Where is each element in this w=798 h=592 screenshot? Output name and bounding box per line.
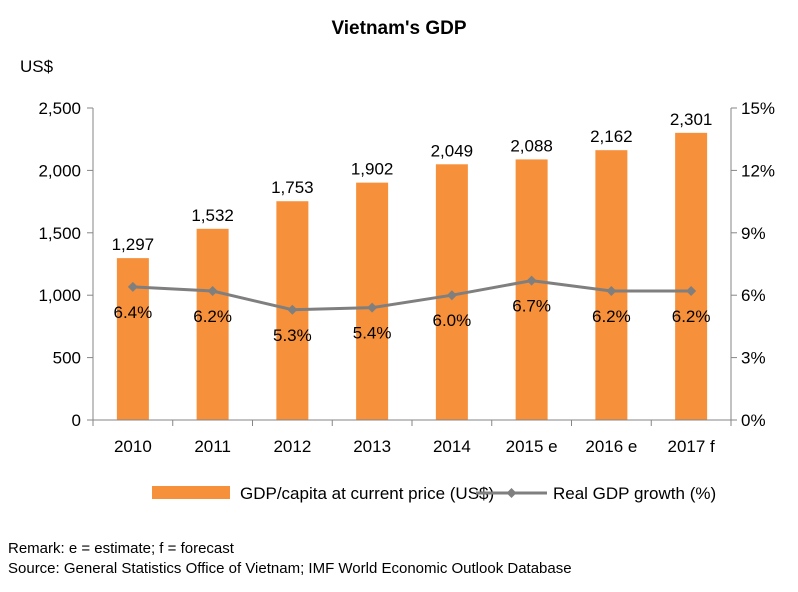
y-right-tick-label: 3% bbox=[741, 349, 766, 368]
bar-label-2014: 2,049 bbox=[431, 141, 474, 160]
y-right-tick-label: 9% bbox=[741, 224, 766, 243]
bar-label-2011: 1,532 bbox=[191, 206, 234, 225]
bar-label-2010: 1,297 bbox=[112, 235, 155, 254]
bar-2013 bbox=[356, 182, 389, 420]
legend: GDP/capita at current price (US$) Real G… bbox=[152, 484, 716, 503]
growth-label-2015-e: 6.7% bbox=[512, 297, 551, 316]
growth-label-2017-f: 6.2% bbox=[672, 307, 711, 326]
growth-label-2013: 5.4% bbox=[353, 324, 392, 343]
growth-marker-2010 bbox=[127, 281, 138, 292]
chart-notes: Remark: e = estimate; f = forecast Sourc… bbox=[8, 539, 572, 579]
growth-label-2010: 6.4% bbox=[114, 303, 153, 322]
growth-line bbox=[132, 279, 692, 312]
source-text: Source: General Statistics Office of Vie… bbox=[8, 560, 572, 577]
y-left-tick-label: 500 bbox=[53, 349, 81, 368]
y-right-tick-label: 15% bbox=[741, 99, 775, 118]
growth-marker-2013 bbox=[367, 302, 378, 313]
bar-label-2015-e: 2,088 bbox=[510, 136, 553, 155]
remark-text: Remark: e = estimate; f = forecast bbox=[8, 540, 234, 557]
bar-series bbox=[116, 132, 708, 420]
x-tick-label: 2017 f bbox=[667, 437, 715, 456]
y-right-tick-label: 12% bbox=[741, 161, 775, 180]
growth-marker-2011 bbox=[207, 286, 218, 297]
bar-2011 bbox=[196, 228, 229, 420]
x-tick-label: 2013 bbox=[353, 437, 391, 456]
bar-2015-e bbox=[515, 159, 548, 420]
bar-2016-e bbox=[595, 150, 628, 420]
x-tick-label: 2016 e bbox=[585, 437, 637, 456]
x-tick-label: 2012 bbox=[273, 437, 311, 456]
bar-label-2013: 1,902 bbox=[351, 160, 394, 179]
growth-marker-2017-f bbox=[686, 286, 697, 297]
x-tick-label: 2010 bbox=[114, 437, 152, 456]
x-tick-label: 2014 bbox=[433, 437, 471, 456]
growth-marker-2014 bbox=[446, 290, 457, 301]
y-left-tick-label: 1,500 bbox=[38, 224, 81, 243]
growth-label-2014: 6.0% bbox=[433, 311, 472, 330]
bar-data-labels: 1,297 1,532 1,753 1,902 2,049 2,088 2,162 2,301 bbox=[112, 110, 713, 254]
legend-label-real-gdp-growth: Real GDP growth (%) bbox=[553, 484, 716, 503]
y-left-tick-label: 0 bbox=[72, 411, 81, 430]
bar-2017-f bbox=[675, 132, 708, 420]
axes: 0 500 1,000 1,500 2,000 2,500 0% 3% 6% 9% 12% 15% 20… bbox=[38, 99, 775, 456]
legend-swatch-gdp-per-capita bbox=[152, 486, 230, 499]
y-right-tick-label: 0% bbox=[741, 411, 766, 430]
growth-label-2016-e: 6.2% bbox=[592, 307, 631, 326]
x-tick-label: 2011 bbox=[194, 437, 231, 456]
growth-label-2012: 5.3% bbox=[273, 326, 312, 345]
y-left-tick-label: 2,000 bbox=[38, 161, 81, 180]
growth-marker-2016-e bbox=[606, 286, 617, 297]
line-data-labels: 6.4% 6.2% 5.3% 5.4% 6.0% 6.7% 6.2% 6.2% bbox=[114, 297, 711, 345]
growth-label-2011: 6.2% bbox=[193, 307, 232, 326]
y-axis-unit-label: US$ bbox=[20, 57, 54, 76]
x-tick-label: 2015 e bbox=[506, 437, 558, 456]
bar-label-2012: 1,753 bbox=[271, 178, 314, 197]
line-series bbox=[127, 275, 697, 315]
growth-marker-2015-e bbox=[526, 275, 537, 286]
y-right-tick-label: 6% bbox=[741, 286, 766, 305]
legend-marker-real-gdp-growth bbox=[506, 488, 517, 498]
bar-label-2017-f: 2,301 bbox=[670, 110, 713, 129]
legend-label-gdp-per-capita: GDP/capita at current price (US$) bbox=[240, 484, 494, 503]
growth-marker-2012 bbox=[287, 304, 298, 315]
chart-title: Vietnam's GDP bbox=[331, 18, 466, 39]
y-left-tick-label: 1,000 bbox=[38, 286, 81, 305]
bar-label-2016-e: 2,162 bbox=[590, 127, 633, 146]
y-left-tick-label: 2,500 bbox=[38, 99, 81, 118]
